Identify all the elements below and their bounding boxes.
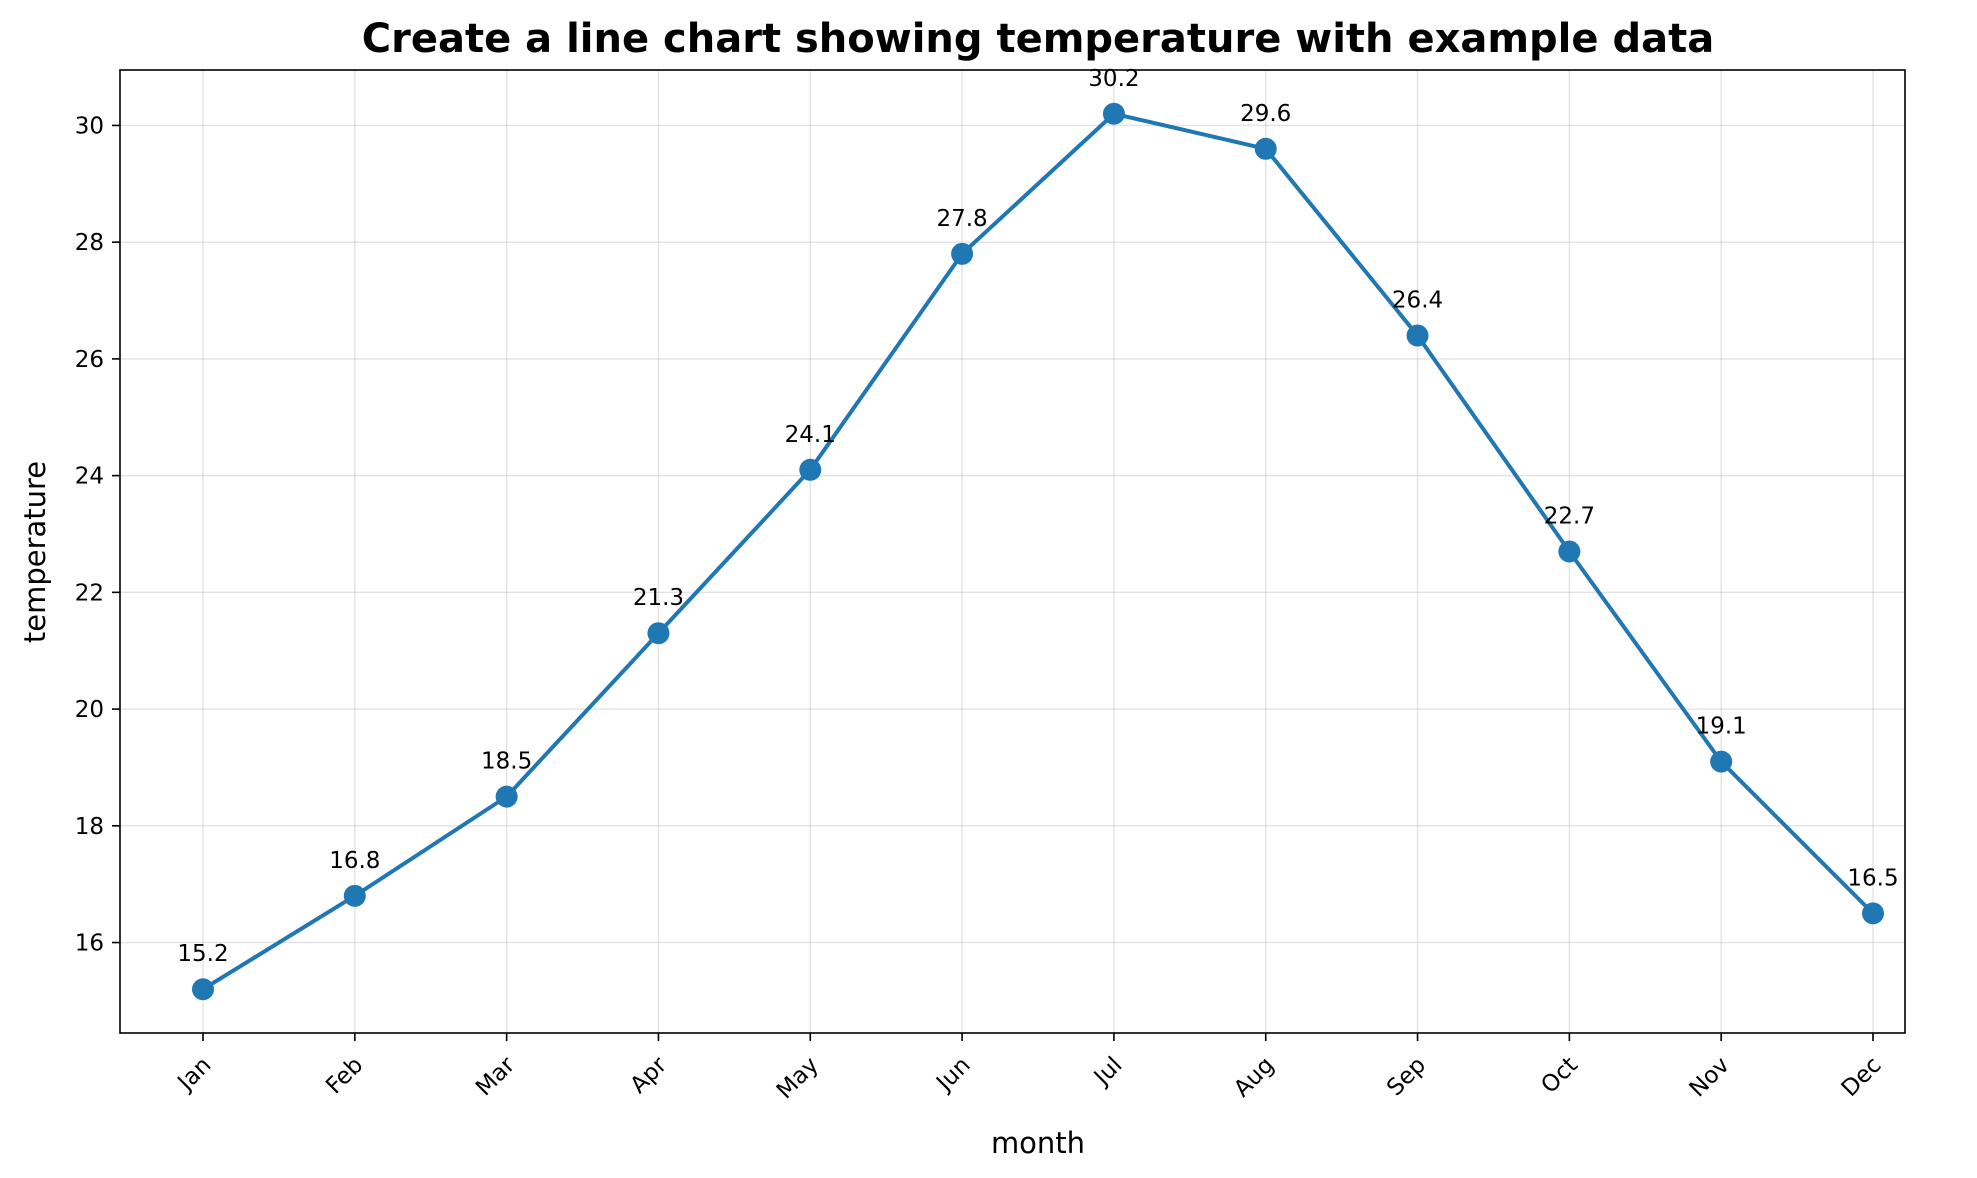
y-tick-label: 16: [75, 931, 104, 957]
x-tick-label: Aug: [1229, 1052, 1279, 1102]
y-axis-label: temperature: [18, 461, 52, 643]
data-label: 16.5: [1847, 865, 1898, 891]
data-label: 29.6: [1240, 101, 1291, 127]
data-label: 21.3: [633, 585, 684, 611]
x-tick-label: Apr: [625, 1052, 672, 1099]
data-point: [1102, 102, 1125, 125]
data-point: [343, 884, 366, 907]
data-point: [1558, 540, 1581, 563]
data-point: [1406, 324, 1429, 347]
data-label: 16.8: [329, 848, 380, 874]
data-labels: 15.2 16.8 18.5 21.3 24.1 27.8 30.2 29.6 26.4 22.7…: [177, 66, 1898, 967]
data-label: 15.2: [177, 941, 228, 967]
x-tick-label: Jun: [930, 1052, 975, 1097]
x-tick-label: May: [772, 1052, 824, 1104]
data-point: [1710, 750, 1733, 773]
series-line: [201, 111, 1875, 991]
data-label: 19.1: [1696, 714, 1747, 740]
y-tick-label: 28: [75, 230, 104, 256]
x-axis-label: month: [991, 1126, 1085, 1160]
data-label: 30.2: [1088, 66, 1139, 92]
data-point: [495, 785, 518, 808]
data-point: [799, 458, 822, 481]
x-tick-label: Nov: [1685, 1052, 1735, 1102]
data-label: 18.5: [481, 749, 532, 775]
y-tick-label: 22: [75, 580, 104, 606]
y-tick-label: 20: [75, 697, 104, 723]
data-label: 22.7: [1544, 504, 1595, 530]
data-point: [951, 242, 974, 265]
x-tick-label: Feb: [321, 1052, 368, 1099]
y-tick-label: 18: [75, 814, 104, 840]
x-tick-label: Oct: [1536, 1052, 1583, 1099]
x-tick-label: Dec: [1837, 1052, 1887, 1102]
data-point: [1862, 902, 1884, 925]
chart-title: Create a line chart showing temperature …: [362, 16, 1714, 62]
y-tick-label: 30: [75, 113, 104, 139]
series-temperature: [192, 102, 1884, 1001]
x-tick-label: Sep: [1382, 1052, 1431, 1101]
data-point: [1254, 137, 1277, 160]
data-point: [647, 622, 670, 645]
y-tick-label: 26: [75, 347, 104, 373]
x-tick-label: Jul: [1088, 1052, 1127, 1091]
x-tick-label: Jan: [172, 1052, 217, 1097]
data-label: 26.4: [1392, 288, 1443, 314]
axis-ticks: Jan Feb Mar Apr May Jun Jul Aug Sep Oct Nov Dec 16 18…: [75, 113, 1887, 1104]
plot-area-frame: [119, 69, 1906, 1034]
y-tick-label: 24: [75, 464, 104, 490]
data-point: [192, 978, 214, 1001]
grid: [120, 70, 1905, 1033]
data-label: 27.8: [936, 206, 987, 232]
data-label: 24.1: [785, 422, 836, 448]
x-tick-label: Mar: [471, 1052, 520, 1101]
